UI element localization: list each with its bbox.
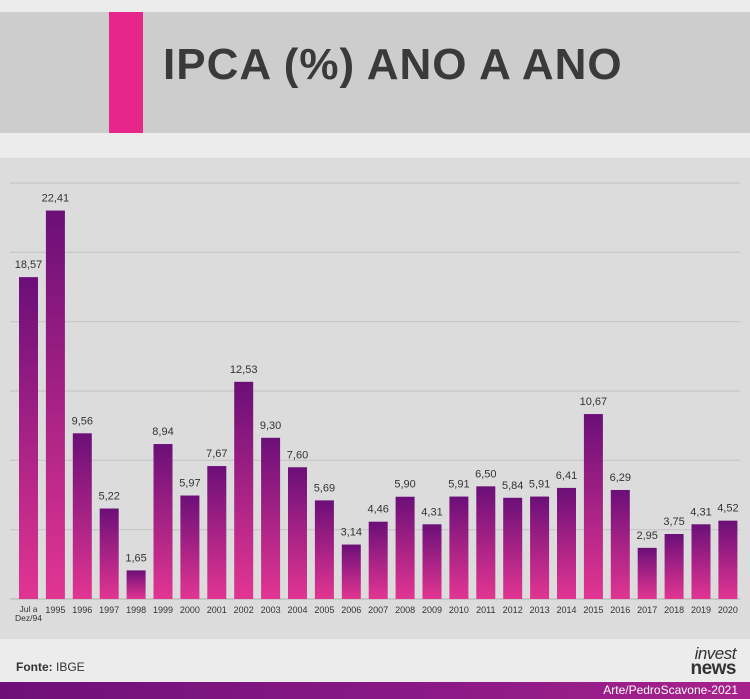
bar-2016 <box>610 489 630 599</box>
bar-1996 <box>72 433 92 599</box>
bar-value-label: 3,14 <box>341 527 362 539</box>
bar-2015 <box>583 414 603 599</box>
header-band: IPCA (%) ANO A ANO <box>0 12 750 133</box>
bar-value-label: 6,29 <box>610 472 631 484</box>
x-tick-label: 2007 <box>368 605 388 615</box>
source-note: Fonte: IBGE <box>16 660 85 674</box>
bar-value-label: 1,65 <box>125 552 146 564</box>
bar-value-label: 3,75 <box>663 516 684 528</box>
x-tick-label: 2006 <box>341 605 361 615</box>
bar-2008 <box>395 496 415 599</box>
x-tick-label: 1998 <box>126 605 146 615</box>
bar-2012 <box>503 497 523 599</box>
x-tick-label: 2015 <box>583 605 603 615</box>
chart-title: IPCA (%) ANO A ANO <box>163 40 623 89</box>
x-tick-label: 2010 <box>449 605 469 615</box>
bar-2002 <box>234 381 254 599</box>
bar-value-label: 4,31 <box>421 506 442 518</box>
x-tick-label: 2009 <box>422 605 442 615</box>
x-tick-label: 2003 <box>261 605 281 615</box>
bar-1998 <box>126 570 146 599</box>
bar-2011 <box>476 486 496 599</box>
bar-value-label: 12,53 <box>230 364 258 376</box>
bar-value-label: 8,94 <box>152 426 173 438</box>
chart-area: 18,57 22,41 9,56 5,22 1,65 8,94 5,97 7,67 12,53 9… <box>0 158 750 639</box>
bar-2010 <box>449 496 469 599</box>
bar-2003 <box>261 437 281 599</box>
x-tick-label: 2011 <box>476 605 495 615</box>
bar-2014 <box>557 487 576 599</box>
x-tick-label: 1997 <box>99 605 119 615</box>
bar-2001 <box>207 466 227 599</box>
bar-value-label: 5,22 <box>98 491 119 503</box>
bar-value-label: 9,30 <box>260 420 281 432</box>
bar-2018 <box>664 534 684 599</box>
x-tick-label: 1995 <box>45 605 65 615</box>
x-tick-label: 2008 <box>395 605 415 615</box>
bar-value-label: 9,56 <box>72 415 93 427</box>
bar-value-label: 7,67 <box>206 448 227 460</box>
x-tick-label: 2016 <box>610 605 630 615</box>
bar-value-label: 10,67 <box>580 396 608 408</box>
bar-2005 <box>314 500 334 599</box>
header-accent-bar <box>109 12 143 133</box>
bar-Jul-a-Dez-94 <box>19 277 38 599</box>
x-tick-label: 2018 <box>664 605 684 615</box>
bar-value-label: 7,60 <box>287 449 308 461</box>
bar-2004 <box>288 467 307 599</box>
bar-value-label: 5,84 <box>502 480 523 492</box>
bar-2013 <box>530 496 550 599</box>
bar-1999 <box>153 444 173 599</box>
bar-value-label: 2,95 <box>636 530 657 542</box>
x-tick-label: 2013 <box>530 605 550 615</box>
bar-2007 <box>368 521 388 599</box>
x-tick-label: 2002 <box>234 605 254 615</box>
bar-value-label: 5,97 <box>179 478 200 490</box>
bar-value-label: 4,46 <box>367 504 388 516</box>
bar-2019 <box>691 524 711 599</box>
source-value: IBGE <box>56 660 85 674</box>
footer-bar: Arte/PedroScavone-2021 <box>0 682 750 699</box>
bar-value-label: 6,41 <box>556 470 577 482</box>
bar-value-label: 5,91 <box>448 479 469 491</box>
x-tick-label: 1999 <box>153 605 173 615</box>
x-tick-label: Jul a Dez/94 <box>15 604 42 623</box>
bar-value-label: 22,41 <box>42 193 70 205</box>
x-tick-label: 1996 <box>72 605 92 615</box>
x-tick-label: 2017 <box>637 605 657 615</box>
x-tick-label: 2000 <box>180 605 200 615</box>
bar-1997 <box>99 508 119 599</box>
bar-2017 <box>637 547 657 599</box>
x-tick-label: 2005 <box>314 605 334 615</box>
bar-chart: 18,57 22,41 9,56 5,22 1,65 8,94 5,97 7,67 12,53 9… <box>10 182 740 623</box>
bar-value-label: 5,91 <box>529 479 550 491</box>
bar-2020 <box>718 520 738 599</box>
x-tick-label: 2001 <box>207 605 227 615</box>
bar-value-label: 4,31 <box>690 506 711 518</box>
logo-line1: invest <box>694 644 737 663</box>
bar-value-label: 5,90 <box>394 479 415 491</box>
source-label: Fonte: <box>16 660 53 674</box>
bar-value-label: 18,57 <box>15 259 43 271</box>
bar-2009 <box>422 524 442 599</box>
bar-value-label: 4,52 <box>717 503 738 515</box>
x-tick-label: 2014 <box>556 605 576 615</box>
x-tick-label: 2012 <box>503 605 523 615</box>
bar-value-label: 6,50 <box>475 468 496 480</box>
logo-line2: news <box>690 658 736 679</box>
art-credit: Arte/PedroScavone-2021 <box>603 683 738 697</box>
x-tick-label: 2019 <box>691 605 711 615</box>
bar-2006 <box>341 544 361 599</box>
x-tick-label: 2004 <box>287 605 307 615</box>
investnews-logo: invest news <box>646 644 737 679</box>
bar-1995 <box>45 210 65 599</box>
bar-2000 <box>180 495 200 599</box>
x-tick-label: 2020 <box>718 605 738 615</box>
bar-value-label: 5,69 <box>314 482 335 494</box>
